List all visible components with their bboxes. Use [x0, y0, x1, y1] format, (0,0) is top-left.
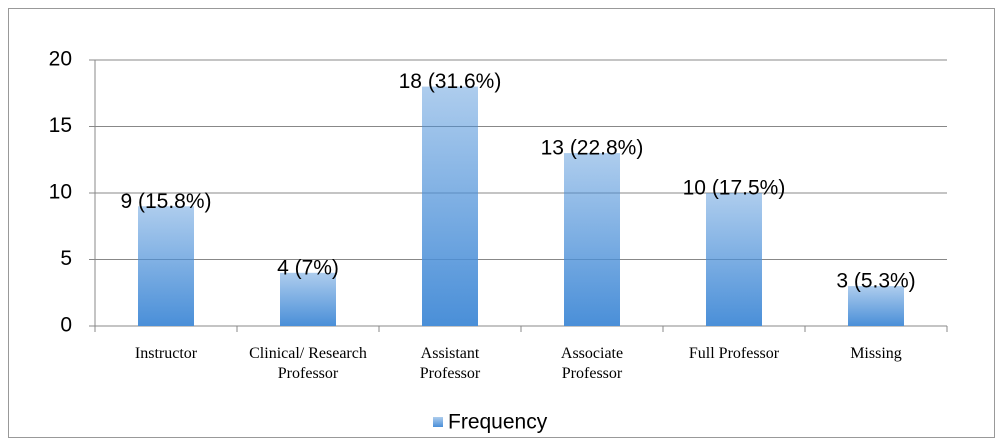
bar [564, 153, 620, 326]
y-tick-label: 15 [49, 114, 72, 137]
x-tick-label: Instructor [135, 345, 198, 362]
y-tick-label: 20 [49, 48, 72, 71]
bar [848, 286, 904, 326]
value-label: 13 (22.8%) [541, 137, 644, 160]
y-tick-label: 10 [49, 181, 72, 204]
value-label: 9 (15.8%) [120, 190, 211, 213]
value-label: 10 (17.5%) [683, 177, 786, 200]
y-tick-label: 5 [60, 247, 72, 270]
bar [706, 193, 762, 326]
y-tick-label: 0 [60, 314, 72, 337]
x-tick-label: Associate Professor [561, 345, 623, 382]
bar [422, 86, 478, 326]
x-tick-label: Full Professor [689, 345, 780, 362]
bar [280, 272, 336, 326]
label-line: Professor [562, 365, 623, 382]
label-line: Professor [278, 365, 339, 382]
label-line: Assistant [421, 345, 480, 362]
value-label: 4 (7%) [277, 256, 339, 279]
x-tick-label: Assistant Professor [420, 345, 481, 382]
label-line: Associate [561, 345, 623, 362]
x-tick-label: Clinical/ Research Professor [249, 345, 367, 382]
legend-label: Frequency [448, 411, 548, 434]
x-tick-label: Missing [850, 345, 902, 362]
legend-swatch [433, 417, 443, 427]
value-label: 3 (5.3%) [836, 270, 915, 293]
bar [138, 206, 194, 326]
label-line: Professor [420, 365, 481, 382]
label-line: Missing [850, 345, 902, 362]
value-label: 18 (31.6%) [399, 70, 502, 93]
label-line: Full Professor [689, 345, 780, 362]
label-line: Clinical/ Research [249, 345, 367, 362]
label-line: Instructor [135, 345, 198, 362]
